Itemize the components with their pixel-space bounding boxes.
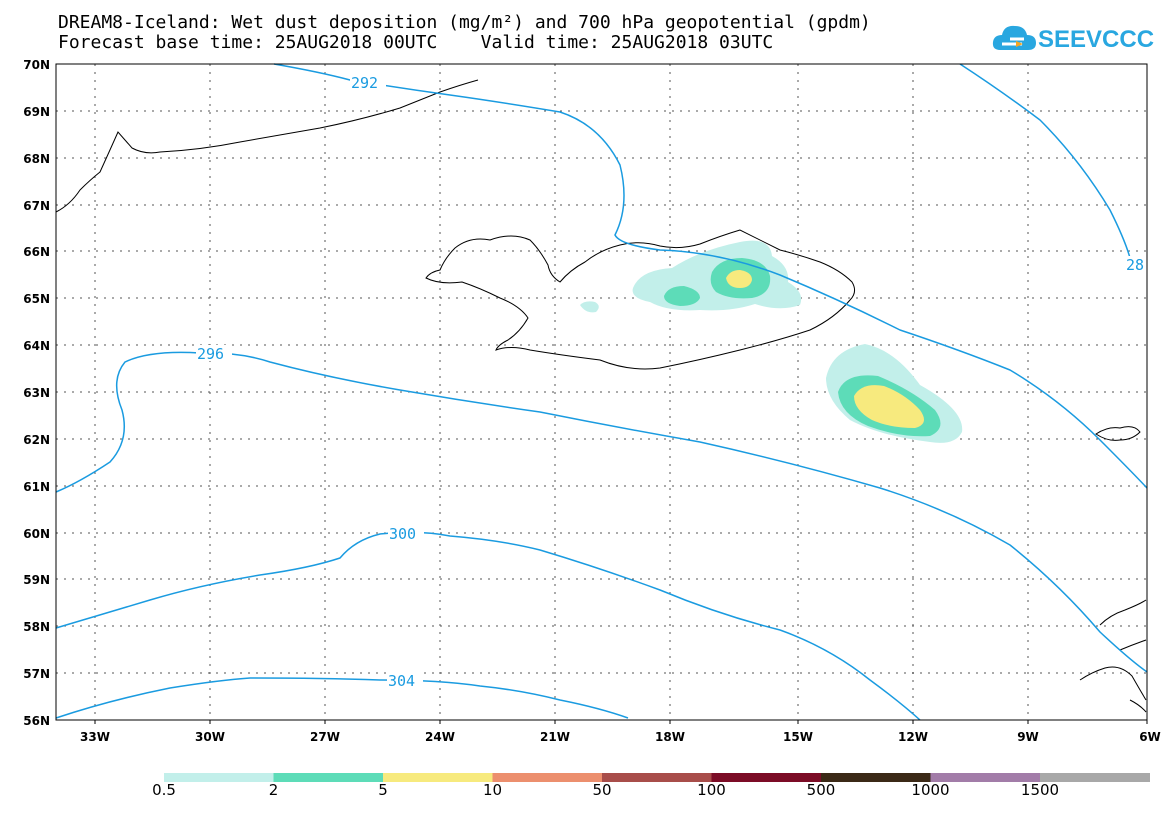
contour-label-292: 292 <box>351 74 378 92</box>
contour-304 <box>55 677 629 719</box>
colorbar-swatch <box>164 773 274 782</box>
lat-label: 69N <box>23 105 50 119</box>
colorbar-label: 0.5 <box>152 781 176 799</box>
contour-label-296: 296 <box>197 345 224 363</box>
logo-text: SEEVCCC <box>1038 26 1155 53</box>
dust-area-north-core <box>726 270 752 288</box>
colorbar-swatch <box>930 773 1041 782</box>
map-subtitle: Forecast base time: 25AUG2018 00UTC Vali… <box>58 32 774 53</box>
dust-area-small <box>580 301 599 313</box>
colorbar-label: 50 <box>592 781 612 799</box>
lat-label: 62N <box>23 433 50 447</box>
lat-label: 64N <box>23 339 50 353</box>
contour-296 <box>55 351 1148 673</box>
lon-label: 6W <box>1139 730 1161 744</box>
lat-label: 70N <box>23 58 50 72</box>
greenland-coast <box>55 79 479 213</box>
grid-lines <box>56 64 1147 720</box>
map-frame <box>55 63 1148 721</box>
lon-label: 24W <box>425 730 455 744</box>
dust-area-north-mid <box>664 286 700 306</box>
contour-labels: 292 296 300 304 28 <box>196 74 1147 690</box>
tick-marks <box>94 720 1148 724</box>
lat-label: 68N <box>23 152 50 166</box>
colorbar-label: 2 <box>268 781 279 799</box>
contour-292 <box>273 63 1148 489</box>
colorbar-label: 10 <box>482 781 503 799</box>
contour-300 <box>55 531 921 721</box>
lat-label: 57N <box>23 667 50 681</box>
colorbar-label: 100 <box>697 781 726 799</box>
faroe-coast <box>1095 426 1141 441</box>
colorbar-label: 1000 <box>911 781 950 799</box>
lat-label: 61N <box>23 480 50 494</box>
dust-deposition-fields <box>580 240 963 443</box>
colorbar-swatch <box>711 773 822 782</box>
colorbar-swatch <box>602 773 712 782</box>
lon-label: 33W <box>80 730 110 744</box>
lat-label: 60N <box>23 527 50 541</box>
longitude-labels: 33W 30W 27W 24W 21W 18W 15W 12W 9W 6W <box>80 730 1161 744</box>
iceland-coast <box>425 229 856 370</box>
map-title: DREAM8-Iceland: Wet dust deposition (mg/… <box>58 12 871 33</box>
colorbar-label: 5 <box>378 781 388 799</box>
seevccc-logo: SEEVCCC <box>990 20 1154 60</box>
lon-label: 27W <box>310 730 340 744</box>
contour-label-28: 28 <box>1126 256 1144 274</box>
colorbar-swatch <box>492 773 603 782</box>
lon-label: 30W <box>195 730 225 744</box>
lat-label: 63N <box>23 386 50 400</box>
dust-area-south-core <box>854 385 924 428</box>
geopotential-contours <box>55 63 1148 721</box>
contour-label-300: 300 <box>389 525 416 543</box>
lat-label: 66N <box>23 245 50 259</box>
coastlines <box>55 79 1147 713</box>
colorbar-label: 500 <box>806 781 836 799</box>
colorbar <box>164 773 1150 782</box>
lat-label: 59N <box>23 573 50 587</box>
contour-label-304: 304 <box>388 672 415 690</box>
lon-label: 12W <box>898 730 928 744</box>
lon-label: 15W <box>783 730 813 744</box>
lat-label: 56N <box>23 714 50 728</box>
lon-label: 9W <box>1017 730 1039 744</box>
lat-label: 67N <box>23 199 50 213</box>
colorbar-swatch <box>821 773 931 782</box>
scotland-coast <box>1079 599 1147 713</box>
contour-28 <box>959 63 1131 259</box>
lon-label: 18W <box>655 730 685 744</box>
lon-label: 21W <box>540 730 570 744</box>
colorbar-label: 1500 <box>1020 781 1060 799</box>
colorbar-swatch <box>1040 773 1150 782</box>
cloud-icon <box>992 25 1036 50</box>
lat-label: 58N <box>23 620 50 634</box>
colorbar-swatch <box>273 773 384 782</box>
colorbar-swatch <box>383 773 493 782</box>
lat-label: 65N <box>23 292 50 306</box>
latitude-labels: 70N 69N 68N 67N 66N 65N 64N 63N 62N 61N … <box>23 58 50 728</box>
